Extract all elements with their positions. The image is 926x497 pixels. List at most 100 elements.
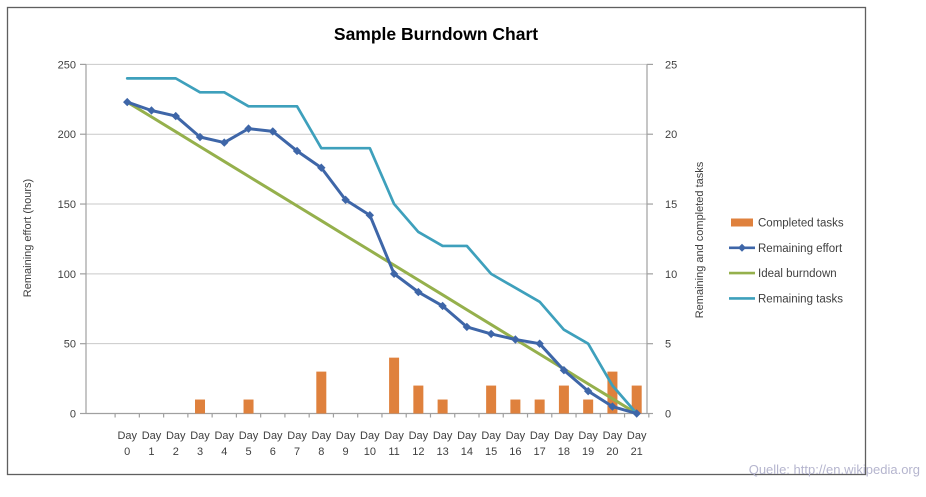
remaining-effort-point-day-5 bbox=[244, 124, 253, 133]
bar-day-18 bbox=[558, 385, 569, 414]
remaining-effort-point-day-20 bbox=[608, 402, 617, 411]
x-axis-label: 13 bbox=[436, 446, 448, 458]
x-axis-label: Day bbox=[603, 430, 623, 442]
legend-label: Remaining tasks bbox=[758, 293, 843, 305]
x-axis-label: 4 bbox=[221, 446, 227, 458]
remaining-effort-point-day-10 bbox=[365, 211, 375, 220]
series-lines bbox=[123, 77, 641, 418]
y-axis-tick-labels: 0 50 100 150 200 250 0 5 10 15 20 25 bbox=[58, 59, 678, 420]
right-axis-tick-label: 10 bbox=[665, 269, 677, 281]
bar-day-19 bbox=[583, 399, 594, 414]
bar-day-16 bbox=[510, 399, 521, 414]
x-axis-label: 6 bbox=[270, 446, 276, 458]
x-axis-label: Day bbox=[117, 430, 137, 442]
x-axis-label: Day bbox=[627, 430, 647, 442]
remaining-effort-point-day-7 bbox=[292, 146, 302, 156]
x-axis-label: Day bbox=[409, 430, 429, 442]
chart-title: Sample Burndown Chart bbox=[334, 24, 538, 44]
remaining-effort-point-day-11 bbox=[389, 269, 399, 279]
remaining-effort-point-day-6 bbox=[268, 127, 277, 136]
x-axis-label: Day bbox=[287, 430, 307, 442]
x-axis-label: 1 bbox=[148, 446, 154, 458]
x-axis-label: 15 bbox=[485, 446, 497, 458]
x-axis-label: 21 bbox=[631, 446, 643, 458]
x-axis-label: 12 bbox=[412, 446, 424, 458]
gridlines bbox=[86, 63, 647, 345]
x-axis-label: 0 bbox=[124, 446, 130, 458]
remaining-effort-point-day-13 bbox=[438, 301, 447, 311]
completed-tasks-bars bbox=[195, 357, 642, 414]
ideal-burndown-series bbox=[125, 100, 639, 415]
source-attribution: Quelle: http://en.wikipedia.org bbox=[749, 462, 920, 477]
right-axis-title: Remaining and completed tasks bbox=[694, 161, 706, 318]
remaining-effort-point-day-16 bbox=[511, 335, 520, 344]
bar-day-3 bbox=[195, 399, 206, 414]
x-axis-label: Day bbox=[142, 430, 162, 442]
remaining-effort-point-day-14 bbox=[462, 322, 472, 332]
legend-item-completed-tasks: Completed tasks bbox=[731, 218, 844, 230]
x-axis-label: 17 bbox=[534, 446, 546, 458]
left-axis-tick-label: 250 bbox=[58, 59, 76, 71]
x-axis-label: Day bbox=[433, 430, 453, 442]
x-axis-label: Day bbox=[554, 430, 574, 442]
bar-day-12 bbox=[413, 385, 424, 414]
x-axis-label: Day bbox=[214, 430, 234, 442]
right-axis-tick-label: 20 bbox=[665, 129, 677, 141]
remaining-effort-point-day-15 bbox=[486, 329, 496, 339]
bar-day-11 bbox=[389, 357, 400, 414]
left-axis-tick-label: 0 bbox=[70, 409, 76, 421]
remaining-effort-point-day-0 bbox=[123, 97, 132, 107]
remaining-tasks-series bbox=[125, 77, 639, 415]
remaining-effort-point-day-1 bbox=[147, 106, 156, 115]
x-axis-label: 19 bbox=[582, 446, 594, 458]
x-axis-label: 2 bbox=[173, 446, 179, 458]
x-axis-label: Day bbox=[506, 430, 526, 442]
remaining-effort-series bbox=[123, 97, 641, 418]
x-axis-label: 16 bbox=[509, 446, 521, 458]
x-axis-label: Day bbox=[239, 430, 259, 442]
remaining-effort-point-day-19 bbox=[583, 386, 593, 396]
legend-swatch-marker bbox=[738, 243, 746, 252]
remaining-effort-point-day-8 bbox=[317, 163, 326, 172]
x-axis-label: Day bbox=[263, 430, 283, 442]
x-axis-label: 11 bbox=[388, 446, 399, 458]
legend-item-remaining-effort: Remaining effort bbox=[729, 243, 843, 255]
x-axis-label: Day bbox=[530, 430, 550, 442]
bar-day-17 bbox=[534, 399, 545, 414]
left-axis-tick-label: 150 bbox=[58, 199, 76, 211]
remaining-effort-point-day-2 bbox=[171, 111, 180, 121]
x-axis-label: Day bbox=[166, 430, 186, 442]
legend-label: Ideal burndown bbox=[758, 268, 837, 280]
legend-label: Completed tasks bbox=[758, 218, 844, 230]
x-axis-label: 9 bbox=[343, 446, 349, 458]
x-axis-label: Day bbox=[336, 430, 356, 442]
legend: Completed tasks Remaining effort Ideal bur… bbox=[729, 218, 844, 305]
legend-item-remaining-tasks: Remaining tasks bbox=[729, 293, 843, 305]
bar-day-21 bbox=[631, 385, 642, 414]
axes bbox=[80, 63, 653, 418]
bar-day-15 bbox=[486, 385, 497, 414]
x-axis-label: 10 bbox=[364, 446, 376, 458]
x-axis-label: 14 bbox=[461, 446, 473, 458]
x-axis-label: 20 bbox=[606, 446, 618, 458]
legend-item-ideal-burndown: Ideal burndown bbox=[729, 268, 837, 280]
remaining-effort-point-day-21 bbox=[632, 409, 641, 418]
remaining-tasks-series-line bbox=[125, 77, 639, 415]
bar-day-20 bbox=[607, 371, 618, 414]
x-axis-label: Day bbox=[312, 430, 332, 442]
x-axis-label: Day bbox=[360, 430, 380, 442]
remaining-effort-point-day-18 bbox=[559, 366, 569, 375]
right-axis-tick-label: 5 bbox=[665, 339, 671, 351]
bar-day-13 bbox=[437, 399, 448, 414]
right-axis-tick-label: 0 bbox=[665, 409, 671, 421]
x-axis-label: 3 bbox=[197, 446, 203, 458]
remaining-effort-series-line bbox=[125, 100, 639, 415]
ideal-burndown-series-line bbox=[125, 100, 639, 415]
left-axis-tick-label: 50 bbox=[64, 339, 76, 351]
x-axis-label: 5 bbox=[245, 446, 251, 458]
x-axis-label: Day bbox=[190, 430, 210, 442]
x-axis-label: Day bbox=[457, 430, 477, 442]
x-axis-label: 18 bbox=[558, 446, 570, 458]
remaining-effort-point-day-3 bbox=[195, 132, 205, 142]
remaining-effort-point-day-4 bbox=[220, 138, 229, 147]
